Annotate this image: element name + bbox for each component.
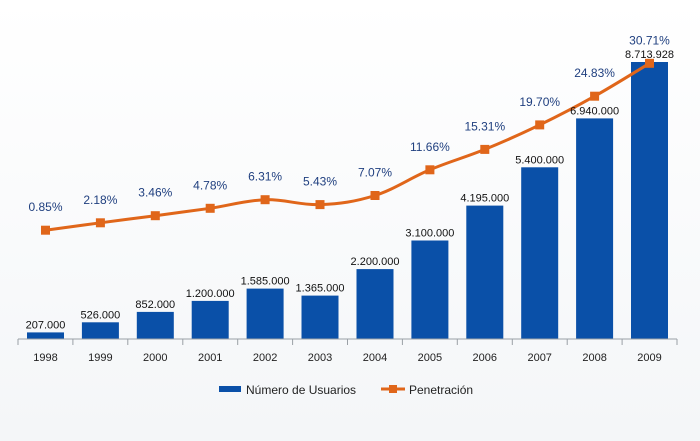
legend-label-usuarios: Número de Usuarios xyxy=(246,383,356,397)
penetration-label-2008: 24.83% xyxy=(574,66,615,80)
bar-value-label-2009: 8.713.928 xyxy=(625,49,674,61)
bar-2001 xyxy=(191,300,229,339)
penetration-marker-2004 xyxy=(370,191,380,200)
bar-2007 xyxy=(521,167,559,339)
x-tick-label-2004: 2004 xyxy=(363,352,387,364)
penetration-marker-2009 xyxy=(645,58,654,68)
legend-label-penetracion: Penetración xyxy=(409,383,473,397)
penetration-label-2007: 19.70% xyxy=(519,95,560,109)
penetration-label-2006: 15.31% xyxy=(464,119,505,133)
x-tick-label-1999: 1999 xyxy=(88,352,112,364)
bar-2005 xyxy=(411,240,449,339)
line-layer xyxy=(41,58,654,235)
labels-layer: 207.000 526.000 852.000 1.200.000 1.585.000 1… xyxy=(26,33,674,331)
penetration-marker-2007 xyxy=(535,120,545,130)
penetration-marker-1998 xyxy=(41,225,50,235)
penetration-label-2009: 30.71% xyxy=(629,33,670,47)
bar-value-label-2003: 1.365.000 xyxy=(296,283,345,295)
bar-2000 xyxy=(136,311,174,339)
penetration-label-2003: 5.43% xyxy=(303,175,337,189)
legend: Número de Usuarios Penetración xyxy=(219,383,473,397)
penetration-line xyxy=(45,62,651,232)
penetration-marker-2000 xyxy=(150,211,160,221)
bar-value-label-2005: 3.100.000 xyxy=(405,228,454,240)
penetration-label-2005: 11.66% xyxy=(410,140,450,154)
bar-2009 xyxy=(631,62,668,339)
bars-layer xyxy=(27,62,668,340)
penetration-label-2001: 4.78% xyxy=(193,178,227,192)
bar-value-label-1999: 526.000 xyxy=(81,309,121,321)
bar-value-label-1998: 207.000 xyxy=(26,319,66,331)
x-tick-label-2009: 2009 xyxy=(637,352,661,364)
penetration-label-2004: 7.07% xyxy=(358,166,392,180)
penetration-marker-2006 xyxy=(480,144,490,154)
penetration-marker-2002 xyxy=(260,195,270,205)
bar-2004 xyxy=(356,269,394,339)
x-tick-label-2001: 2001 xyxy=(198,352,222,364)
bar-2006 xyxy=(466,205,504,339)
x-tick-label-2002: 2002 xyxy=(253,352,277,364)
bar-2003 xyxy=(301,295,339,339)
bar-value-label-2008: 6.940.000 xyxy=(570,105,619,117)
penetration-marker-2008 xyxy=(590,91,600,101)
x-tick-label-2003: 2003 xyxy=(308,352,332,364)
legend-swatch-usuarios xyxy=(219,386,241,392)
bar-value-label-2001: 1.200.000 xyxy=(186,288,235,300)
x-tick-label-1998: 1998 xyxy=(33,352,57,364)
x-tick-label-2000: 2000 xyxy=(143,352,167,364)
bar-1998 xyxy=(27,332,64,339)
x-tick-label-2005: 2005 xyxy=(418,352,442,364)
penetration-label-1998: 0.85% xyxy=(28,200,62,214)
penetration-label-1999: 2.18% xyxy=(83,193,117,207)
bar-value-label-2006: 4.195.000 xyxy=(460,193,509,205)
penetration-label-2002: 6.31% xyxy=(248,170,282,184)
bar-2002 xyxy=(246,288,284,339)
penetration-marker-1999 xyxy=(95,218,105,228)
penetration-marker-2005 xyxy=(425,165,435,175)
penetration-marker-2001 xyxy=(205,203,215,213)
x-tick-label-2006: 2006 xyxy=(473,352,497,364)
bar-value-label-2007: 5.400.000 xyxy=(515,154,564,166)
penetration-marker-2003 xyxy=(315,200,325,210)
bar-1999 xyxy=(81,322,119,339)
bar-value-label-2004: 2.200.000 xyxy=(351,256,400,268)
x-axis: 1998 1999 2000 2001 2002 2003 2004 2005 2006 2007… xyxy=(17,338,678,364)
legend-marker-penetracion xyxy=(389,385,397,393)
bar-value-label-2000: 852.000 xyxy=(135,299,175,311)
x-tick-label-2008: 2008 xyxy=(582,352,606,364)
x-tick-label-2007: 2007 xyxy=(527,352,551,364)
bar-value-label-2002: 1.585.000 xyxy=(241,276,290,288)
penetration-label-2000: 3.46% xyxy=(138,186,172,200)
bar-2008 xyxy=(576,118,614,340)
